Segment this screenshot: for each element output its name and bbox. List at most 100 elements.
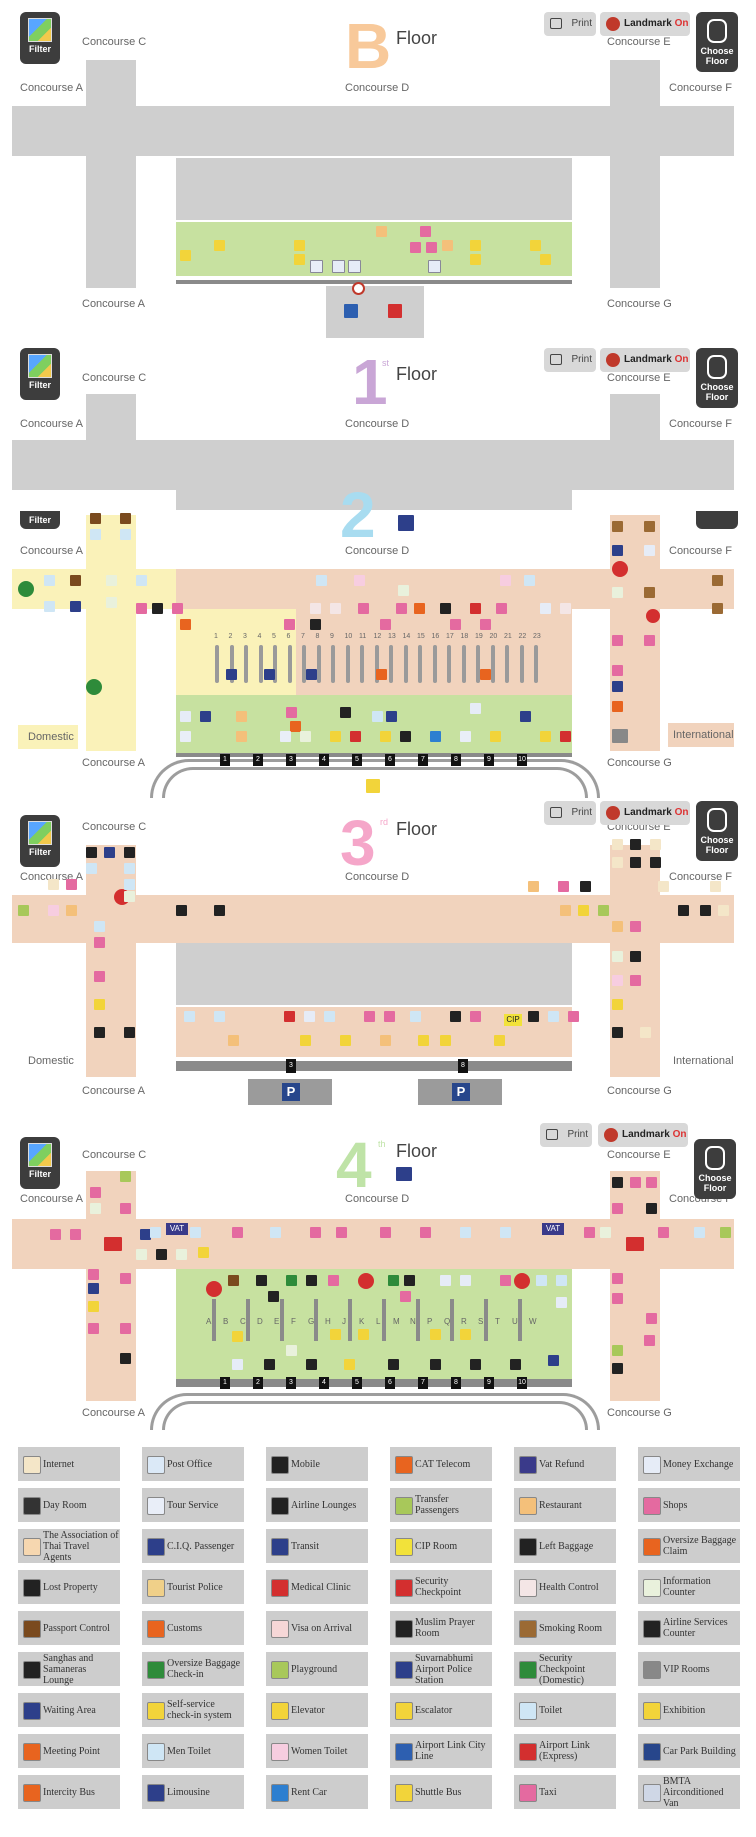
filter-button[interactable]: Filter: [20, 511, 60, 529]
star-icon: [612, 561, 628, 577]
gate-number: 1: [214, 633, 218, 640]
legend-item[interactable]: Medical Clinic: [266, 1570, 368, 1604]
legend-item[interactable]: Car Park Building: [638, 1734, 740, 1768]
legend-item[interactable]: Men Toilet: [142, 1734, 244, 1768]
counter-letter: B: [223, 1317, 229, 1326]
choose-floor-button[interactable]: Choose Floor: [696, 12, 738, 72]
spirit-house-icon: [626, 1237, 644, 1251]
legend-item[interactable]: Limousine: [142, 1775, 244, 1809]
legend-item[interactable]: Muslim Prayer Room: [390, 1611, 492, 1645]
facility-icon: [644, 1335, 655, 1346]
landmark-toggle[interactable]: Landmark On: [598, 1123, 688, 1147]
legend-item[interactable]: Health Control: [514, 1570, 616, 1604]
legend-item[interactable]: Taxi: [514, 1775, 616, 1809]
legend-item[interactable]: Airport Link City Line: [390, 1734, 492, 1768]
legend-item[interactable]: Oversize Baggage Claim: [638, 1529, 740, 1563]
facility-icon: [306, 1359, 317, 1370]
legend-icon: [23, 1661, 41, 1679]
print-button[interactable]: Print: [544, 801, 596, 825]
door-number: 6: [385, 754, 395, 766]
legend-item[interactable]: Oversize Baggage Check-in: [142, 1652, 244, 1686]
landmark-toggle[interactable]: Landmark On: [600, 801, 690, 825]
legend-item[interactable]: Meeting Point: [18, 1734, 120, 1768]
check-in-row: [382, 1299, 386, 1341]
legend-item[interactable]: Airport Link (Express): [514, 1734, 616, 1768]
legend-label: Shops: [663, 1499, 688, 1511]
legend-item[interactable]: Money Exchange: [638, 1447, 740, 1481]
legend-item[interactable]: Rent Car: [266, 1775, 368, 1809]
legend-item[interactable]: Mobile: [266, 1447, 368, 1481]
legend-label: Self-service check-in system: [167, 1699, 232, 1721]
legend-icon: [643, 1784, 661, 1802]
facility-icon: [228, 1275, 239, 1286]
legend-item[interactable]: Shops: [638, 1488, 740, 1522]
choose-floor-button[interactable]: Choose Floor: [696, 348, 738, 408]
print-button[interactable]: Print: [540, 1123, 592, 1147]
legend-item[interactable]: Security Checkpoint: [390, 1570, 492, 1604]
legend-item[interactable]: The Association of Thai Travel Agents: [18, 1529, 120, 1563]
legend-item[interactable]: Smoking Room: [514, 1611, 616, 1645]
legend-item[interactable]: Airline Lounges: [266, 1488, 368, 1522]
legend-item[interactable]: Intercity Bus: [18, 1775, 120, 1809]
legend-item[interactable]: Restaurant: [514, 1488, 616, 1522]
legend-item[interactable]: Customs: [142, 1611, 244, 1645]
legend-item[interactable]: Information Counter: [638, 1570, 740, 1604]
gate-bar: [447, 645, 451, 683]
legend-icon: [519, 1456, 537, 1474]
legend-item[interactable]: Transfer Passengers: [390, 1488, 492, 1522]
legend-item[interactable]: Playground: [266, 1652, 368, 1686]
facility-icon: [120, 529, 131, 540]
star-icon: [358, 1273, 374, 1289]
filter-button[interactable]: Filter: [20, 815, 60, 867]
legend-item[interactable]: Passport Control: [18, 1611, 120, 1645]
legend-item[interactable]: Lost Property: [18, 1570, 120, 1604]
legend-label: Medical Clinic: [291, 1581, 351, 1593]
choose-floor-button[interactable]: Choose Floor: [694, 1139, 736, 1199]
choose-floor-button[interactable]: [696, 511, 738, 529]
legend-item[interactable]: Exhibition: [638, 1693, 740, 1727]
map-icon: [28, 18, 52, 42]
filter-button[interactable]: Filter: [20, 348, 60, 400]
legend-item[interactable]: Self-service check-in system: [142, 1693, 244, 1727]
legend-item[interactable]: CAT Telecom: [390, 1447, 492, 1481]
legend-label: Car Park Building: [663, 1745, 736, 1757]
concourse-label: Concourse A: [20, 418, 83, 430]
landmark-toggle[interactable]: Landmark On: [600, 348, 690, 372]
legend-item[interactable]: Security Checkpoint (Domestic): [514, 1652, 616, 1686]
legend-item[interactable]: Escalator: [390, 1693, 492, 1727]
legend-item[interactable]: VIP Rooms: [638, 1652, 740, 1686]
filter-button[interactable]: Filter: [20, 1137, 60, 1189]
legend-icon: [519, 1620, 537, 1638]
legend-item[interactable]: Internet: [18, 1447, 120, 1481]
choose-floor-button[interactable]: Choose Floor: [696, 801, 738, 861]
legend-item[interactable]: Women Toilet: [266, 1734, 368, 1768]
legend-item[interactable]: Tourist Police: [142, 1570, 244, 1604]
print-button[interactable]: Print: [544, 348, 596, 372]
legend-item[interactable]: Waiting Area: [18, 1693, 120, 1727]
legend-item[interactable]: Vat Refund: [514, 1447, 616, 1481]
filter-button[interactable]: Filter: [20, 12, 60, 64]
legend-item[interactable]: Sanghas and Samaneras Lounge: [18, 1652, 120, 1686]
printer-icon: [546, 1129, 558, 1140]
legend-item[interactable]: Tour Service: [142, 1488, 244, 1522]
legend-item[interactable]: Suvarnabhumi Airport Police Station: [390, 1652, 492, 1686]
landmark-toggle[interactable]: Landmark On: [600, 12, 690, 36]
facility-icon: [86, 863, 97, 874]
legend-item[interactable]: C.I.Q. Passenger: [142, 1529, 244, 1563]
facility-icon: [630, 839, 641, 850]
legend-item[interactable]: Transit: [266, 1529, 368, 1563]
legend-item[interactable]: Toilet: [514, 1693, 616, 1727]
legend-item[interactable]: Visa on Arrival: [266, 1611, 368, 1645]
print-button[interactable]: Print: [544, 12, 596, 36]
legend-item[interactable]: BMTA Airconditioned Van: [638, 1775, 740, 1809]
legend-item[interactable]: Airline Services Counter: [638, 1611, 740, 1645]
legend-item[interactable]: Shuttle Bus: [390, 1775, 492, 1809]
concourse-label: Concourse E: [607, 372, 671, 384]
legend-item[interactable]: Left Baggage: [514, 1529, 616, 1563]
legend-label: Transit: [291, 1540, 319, 1552]
facility-icon: [386, 711, 397, 722]
legend-item[interactable]: CIP Room: [390, 1529, 492, 1563]
legend-item[interactable]: Elevator: [266, 1693, 368, 1727]
legend-item[interactable]: Post Office: [142, 1447, 244, 1481]
legend-item[interactable]: Day Room: [18, 1488, 120, 1522]
